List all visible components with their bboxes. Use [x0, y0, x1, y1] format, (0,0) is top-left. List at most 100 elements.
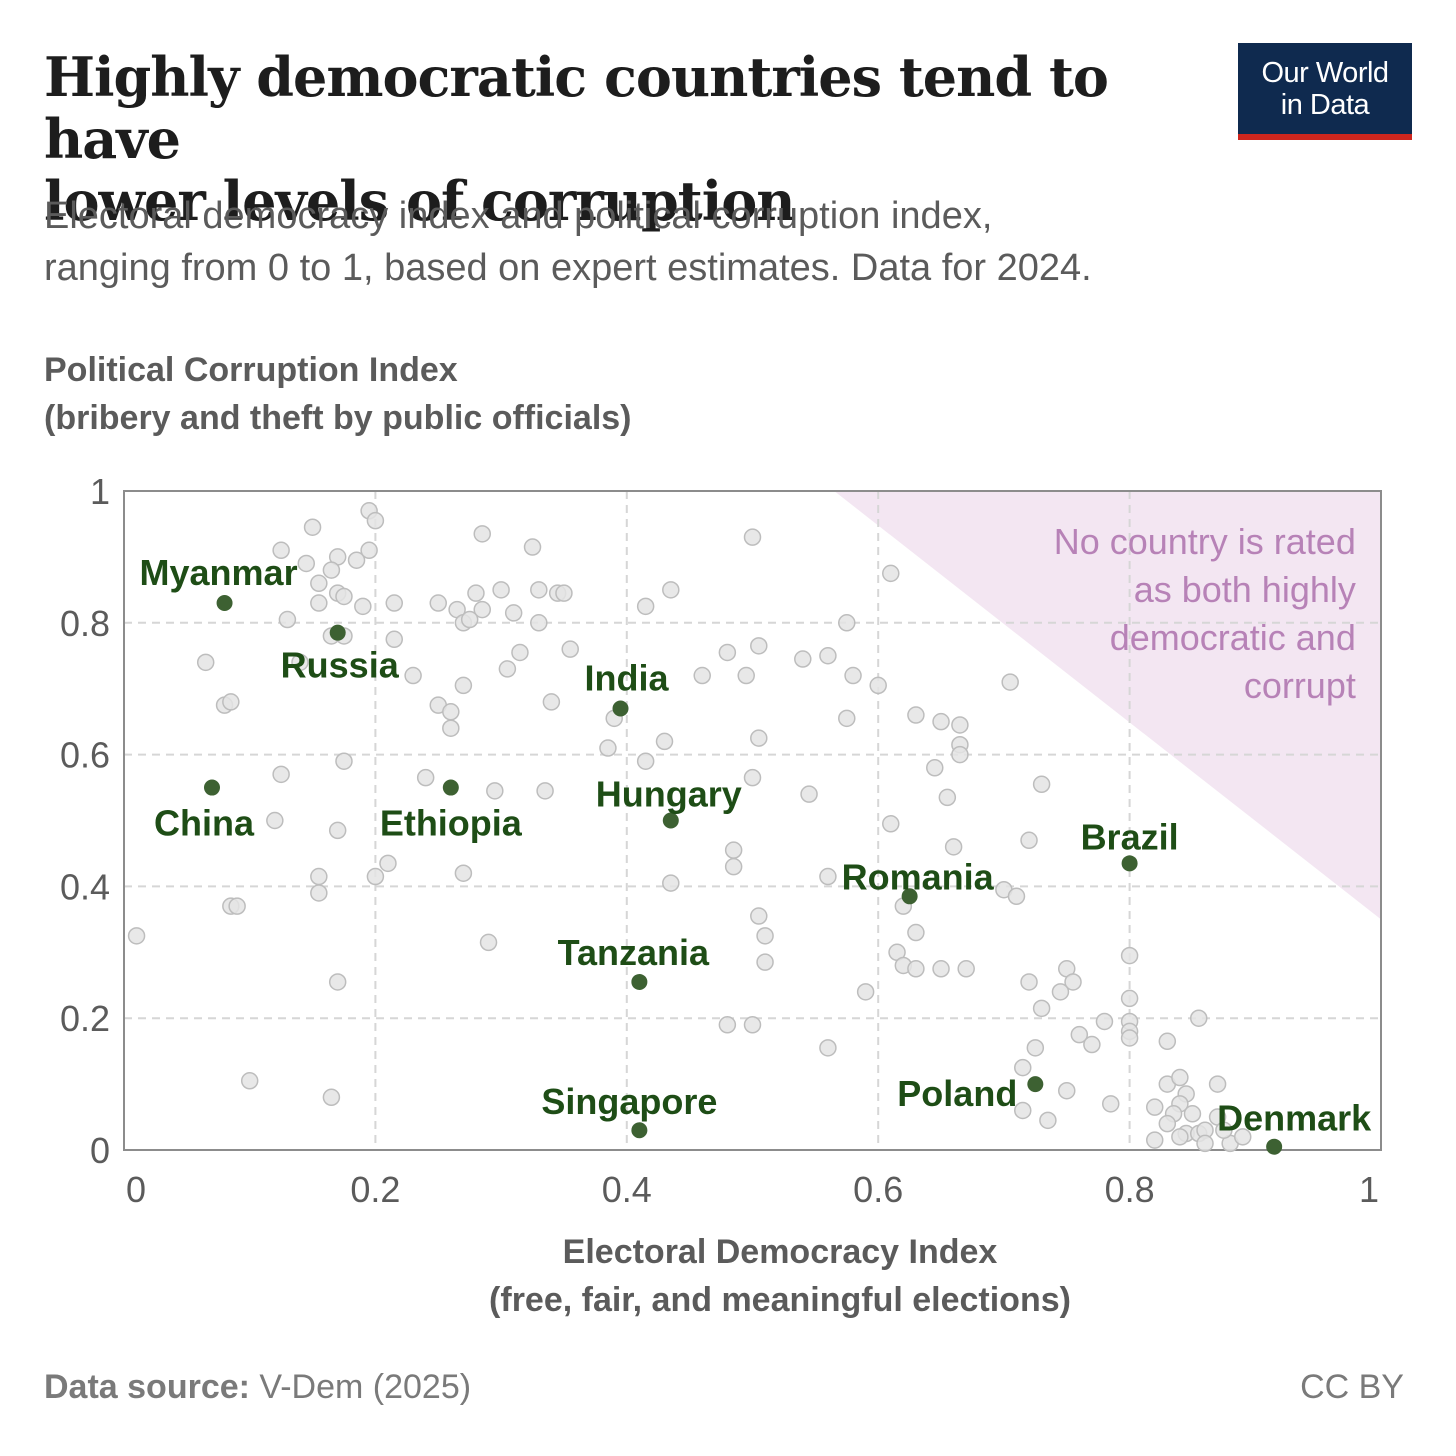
data-point	[756, 927, 774, 945]
label-hungary: Hungary	[596, 774, 742, 815]
data-point	[1158, 1114, 1177, 1133]
data-point	[1208, 1075, 1227, 1093]
data-point	[385, 630, 404, 649]
label-russia: Russia	[281, 645, 400, 686]
data-source-value[interactable]: V-Dem (2025)	[249, 1368, 472, 1406]
data-point	[1014, 1101, 1032, 1120]
x-tick-label: 0.2	[350, 1169, 400, 1210]
point-russia	[329, 624, 346, 641]
license-link[interactable]: CC BY	[1300, 1368, 1404, 1406]
x-axis-label: Electoral Democracy Index (free, fair, a…	[380, 1228, 1180, 1324]
data-point	[561, 640, 579, 658]
data-point	[354, 597, 372, 616]
data-point	[272, 765, 290, 784]
data-point	[636, 752, 655, 770]
point-romania	[901, 888, 918, 905]
data-point	[1020, 973, 1038, 991]
x-tick-label: 0	[126, 1169, 146, 1210]
country-labels: Myanmar Russia India China Ethiopia Hungary Br…	[140, 552, 1373, 1139]
chart-title: Highly democratic countries tend to have…	[44, 46, 1194, 232]
x-axis-label-line-2: (free, fair, and meaningful elections)	[489, 1281, 1071, 1319]
data-point	[454, 676, 473, 695]
data-point	[907, 923, 925, 942]
data-point	[662, 581, 680, 599]
data-point	[429, 594, 447, 612]
data-point	[743, 1016, 762, 1034]
data-point	[882, 564, 900, 583]
data-point	[844, 666, 862, 685]
data-point	[1101, 1095, 1120, 1113]
data-point	[718, 643, 737, 662]
data-point	[1171, 1068, 1189, 1087]
x-tick-label: 0.6	[853, 1169, 903, 1210]
data-point	[662, 874, 680, 892]
point-india	[612, 700, 629, 717]
data-point	[1070, 1025, 1089, 1044]
data-point	[310, 574, 328, 593]
chart-title-line-2: lower levels of corruption	[44, 169, 796, 233]
point-hungary	[662, 812, 679, 829]
data-point	[360, 541, 378, 560]
data-point	[523, 538, 542, 556]
data-source-label: Data source:	[44, 1368, 250, 1406]
data-point	[957, 960, 975, 978]
label-denmark: Denmark	[1217, 1098, 1372, 1139]
point-brazil	[1121, 855, 1138, 872]
x-tick-label: 0.4	[602, 1169, 652, 1210]
y-tick-label: 0.4	[60, 866, 110, 907]
data-point	[926, 759, 944, 777]
data-point	[492, 581, 510, 599]
point-tanzania	[631, 973, 648, 990]
region-note-line: democratic and	[1110, 617, 1356, 658]
data-point	[467, 584, 485, 602]
logo-line-2: in Data	[1280, 89, 1370, 121]
data-point	[1020, 831, 1038, 850]
label-india: India	[585, 657, 670, 698]
data-point	[819, 867, 837, 886]
data-point	[335, 587, 353, 606]
data-point	[1196, 1134, 1214, 1153]
point-poland	[1027, 1076, 1044, 1093]
chart-subtitle-line-1: Electoral democracy index and political …	[44, 195, 993, 237]
data-point	[454, 864, 473, 882]
data-point	[1014, 1058, 1032, 1077]
data-point	[1095, 1012, 1114, 1031]
tick-label-layer: 0 0.2 0.4 0.6 0.8 1 0 0.2 0.4 0.6 0.8 1	[60, 471, 1379, 1210]
label-ethiopia: Ethiopia	[380, 803, 523, 844]
plot-frame	[123, 490, 1382, 1151]
our-world-in-data-logo[interactable]: Our World in Data	[1238, 43, 1412, 140]
label-myanmar: Myanmar	[140, 552, 298, 593]
data-point	[655, 732, 674, 751]
data-point	[442, 703, 460, 721]
y-axis-label-line-1: Political Corruption Index	[44, 351, 458, 389]
y-tick-label: 1	[90, 471, 110, 512]
region-note-line: as both highly	[1134, 569, 1356, 610]
data-point	[693, 666, 711, 685]
x-tick-label: 1	[1359, 1169, 1379, 1210]
data-point	[1145, 1098, 1164, 1116]
data-point	[291, 653, 309, 672]
data-point	[932, 960, 950, 978]
data-point	[907, 960, 925, 978]
data-point	[1039, 1111, 1057, 1130]
y-axis-label: Political Corruption Index (bribery and …	[44, 346, 632, 442]
data-point	[328, 821, 347, 840]
y-tick-label: 0.2	[60, 998, 110, 1039]
data-point	[750, 729, 768, 747]
data-point	[511, 643, 529, 662]
data-point	[718, 1016, 737, 1034]
data-point	[366, 511, 385, 530]
data-point	[1058, 1081, 1076, 1100]
label-tanzania: Tanzania	[558, 932, 710, 973]
label-poland: Poland	[897, 1073, 1017, 1114]
x-axis-label-line-1: Electoral Democracy Index	[562, 1233, 998, 1271]
data-point	[530, 614, 548, 632]
data-point	[724, 841, 743, 859]
data-point	[1120, 1029, 1139, 1047]
background-points	[127, 502, 1252, 1153]
data-point	[1145, 1131, 1164, 1149]
label-romania: Romania	[842, 856, 995, 897]
data-point	[272, 541, 290, 560]
data-point	[127, 927, 146, 945]
